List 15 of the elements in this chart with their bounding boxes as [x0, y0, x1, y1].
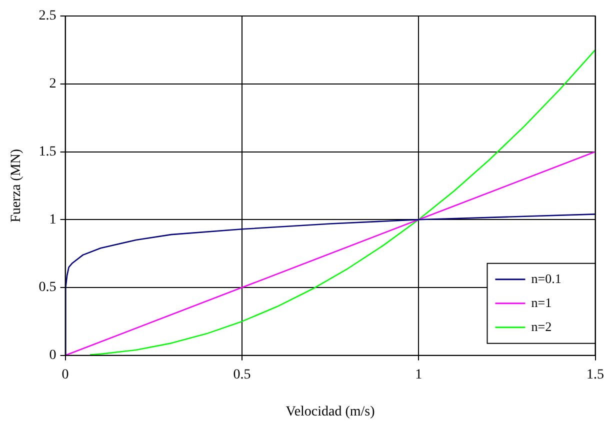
x-axis-title: Velocidad (m/s)	[286, 404, 376, 420]
y-tick-label: 2	[49, 76, 56, 92]
y-tick-label: 2.5	[38, 8, 56, 24]
legend-label: n=2	[531, 318, 552, 334]
legend-label: n=0.1	[531, 270, 562, 286]
x-tick-label: 0.5	[233, 367, 251, 382]
y-tick-label: 0.5	[38, 280, 56, 296]
y-axis-title: Fuerza (MN)	[9, 148, 24, 222]
x-tick-label: 1.5	[586, 367, 604, 382]
y-tick-label: 1.5	[38, 144, 56, 160]
x-tick-label: 0	[62, 367, 69, 382]
y-tick-label: 1	[49, 212, 56, 228]
x-tick-label: 1	[415, 367, 422, 382]
legend-label: n=1	[531, 294, 552, 310]
y-tick-label: 0	[49, 348, 56, 364]
